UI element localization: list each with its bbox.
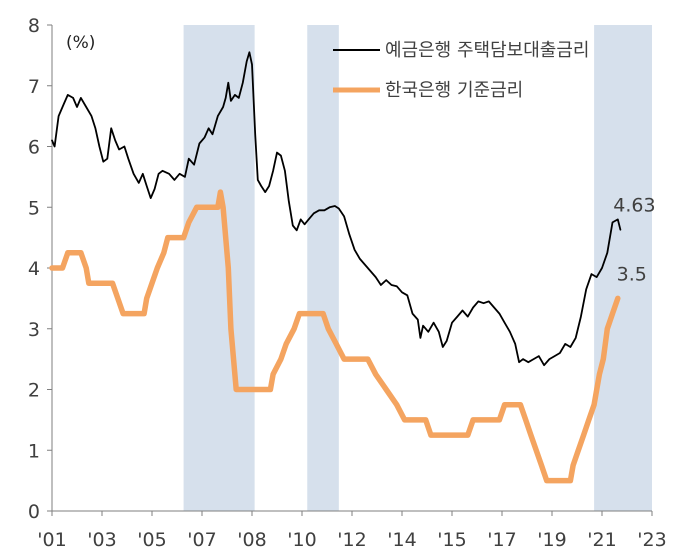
- end-value-label-base-rate: 3.5: [617, 263, 647, 285]
- y-tick-label: 4: [28, 258, 40, 280]
- y-tick-label: 5: [28, 197, 40, 219]
- series-lines: 4.63 3.5: [49, 51, 656, 484]
- unit-label: (%): [66, 33, 95, 53]
- x-tick-label: '23: [637, 529, 666, 551]
- shaded-period-1: [183, 25, 255, 511]
- x-tick-label: '12: [337, 529, 366, 551]
- x-tick-label: '21: [587, 529, 616, 551]
- x-tick-label: '17: [487, 529, 516, 551]
- x-tick-label: '14: [387, 529, 416, 551]
- x-tick-label: '15: [437, 529, 466, 551]
- y-tick-label: 2: [28, 380, 40, 402]
- y-tick-label: 8: [28, 15, 40, 37]
- x-tick-label: '08: [237, 529, 266, 551]
- end-value-label-mortgage-rate: 4.63: [613, 195, 655, 217]
- series-line-base-rate: [49, 189, 621, 484]
- x-tick-label: '19: [537, 529, 566, 551]
- series-line-mortgage-rate: [51, 51, 622, 367]
- x-tick-label: '01: [37, 529, 66, 551]
- x-tick-label: '03: [87, 529, 116, 551]
- y-tick-label: 0: [28, 501, 40, 523]
- y-tick-label: 6: [28, 137, 40, 159]
- legend-label-base-rate: 한국은행 기준금리: [385, 80, 523, 101]
- shaded-period-3: [594, 25, 652, 511]
- axes: 0 1 2 3 4 5 6 7 8 '01 '03 '05 '07 '08 '10 '12 '14 '15 '17 '…: [28, 15, 667, 551]
- shaded-period-2: [307, 25, 339, 511]
- shaded-periods: [183, 25, 652, 511]
- legend-label-mortgage-rate: 예금은행 주택담보대출금리: [385, 40, 589, 61]
- x-tick-label: '10: [287, 529, 316, 551]
- x-tick-label: '07: [187, 529, 216, 551]
- legend: 예금은행 주택담보대출금리 한국은행 기준금리: [333, 40, 589, 101]
- y-tick-label: 1: [28, 440, 40, 462]
- y-tick-label: 7: [28, 76, 40, 98]
- x-tick-label: '05: [137, 529, 166, 551]
- y-tick-label: 3: [28, 319, 40, 341]
